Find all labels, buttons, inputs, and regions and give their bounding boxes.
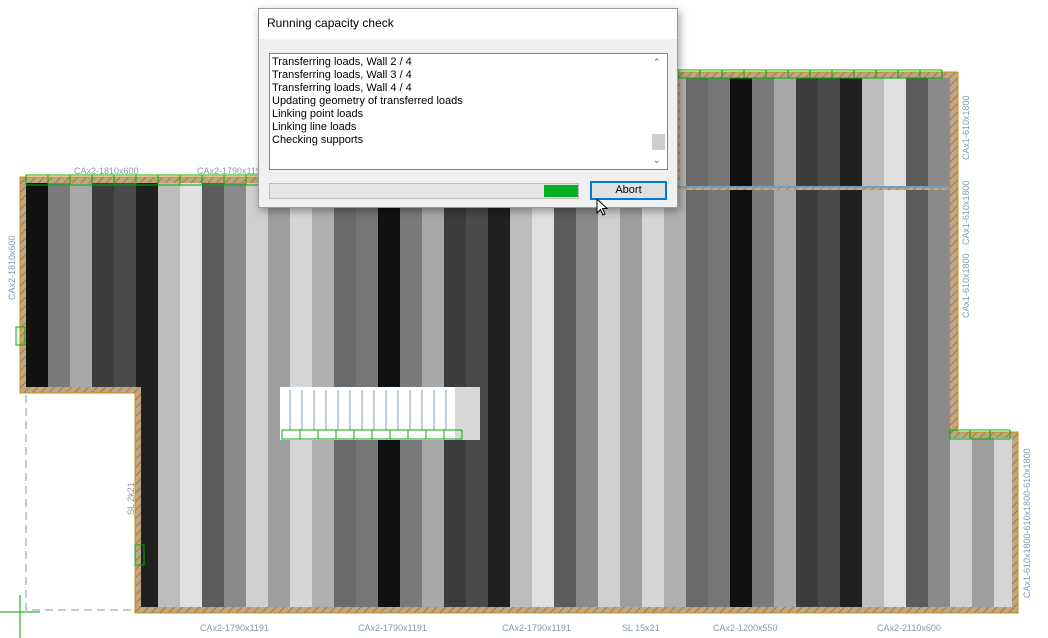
slab-stripe bbox=[92, 78, 114, 607]
stair-opening bbox=[280, 387, 455, 440]
right-label: CAx1-610x1800-610x1800-610x1800 bbox=[1022, 448, 1032, 598]
slab-stripe bbox=[334, 78, 356, 607]
slab-stripe bbox=[158, 78, 180, 607]
bottom-label: CAx2-1790x1191 bbox=[358, 623, 427, 633]
top-label: CAx2-1810x600 bbox=[74, 166, 139, 176]
slab-stripe bbox=[26, 78, 48, 607]
stair-treads bbox=[289, 390, 447, 430]
bottom-label: CAx2-1790x1191 bbox=[200, 623, 269, 633]
slab-stripe bbox=[532, 78, 554, 607]
progress-bar bbox=[269, 183, 579, 199]
beam-marker bbox=[919, 69, 943, 79]
slab-stripe bbox=[884, 78, 906, 607]
slab-stripe bbox=[268, 78, 290, 607]
vertical-scrollbar[interactable]: ⌃ ⌄ bbox=[650, 54, 667, 169]
slab-stripe bbox=[664, 78, 686, 607]
log-line: Linking point loads bbox=[272, 108, 364, 120]
beam-marker bbox=[989, 429, 1011, 440]
log-line: Transferring loads, Wall 3 / 4 bbox=[272, 69, 412, 81]
slab-stripe bbox=[840, 78, 862, 607]
slab-stripe bbox=[796, 78, 818, 607]
right-label: CAx1-610x1800 bbox=[961, 180, 971, 245]
right-label: CAx1-610x1800 bbox=[961, 253, 971, 318]
bottom-label: CAx2-2110x600 bbox=[877, 623, 941, 633]
slab-stripe bbox=[246, 78, 268, 607]
progress-marquee-chunk bbox=[544, 185, 578, 197]
slab-stripe bbox=[928, 78, 950, 607]
slab-stripe bbox=[444, 78, 466, 607]
slab-stripe bbox=[202, 78, 224, 607]
slab-stripe bbox=[818, 78, 840, 607]
bottom-label: CAx2-1200x550 bbox=[713, 623, 778, 633]
slab-stripe bbox=[70, 78, 92, 607]
top-label: CAx2-1790x1191 bbox=[197, 166, 266, 176]
slab-stripe bbox=[510, 78, 532, 607]
left-label: CAx2-1810x600 bbox=[7, 235, 17, 300]
left-label: SL 2k21 bbox=[126, 482, 136, 515]
slab-stripe bbox=[554, 78, 576, 607]
slab-stripe bbox=[686, 78, 708, 607]
slab-stripe bbox=[620, 78, 642, 607]
slab-stripe bbox=[378, 78, 400, 607]
slab-stripe bbox=[488, 78, 510, 607]
slab-stripe bbox=[862, 78, 884, 607]
scroll-thumb[interactable] bbox=[652, 134, 665, 150]
capacity-check-dialog: Running capacity check Transferring load… bbox=[258, 8, 678, 208]
log-line: Transferring loads, Wall 4 / 4 bbox=[272, 82, 412, 94]
abort-button[interactable]: Abort bbox=[590, 181, 667, 200]
slab-stripe bbox=[400, 78, 422, 607]
slab-stripe bbox=[774, 78, 796, 607]
log-line: Transferring loads, Wall 2 / 4 bbox=[272, 56, 412, 68]
beam-marker bbox=[15, 326, 26, 346]
slab-stripe bbox=[356, 78, 378, 607]
slab-stripe bbox=[312, 78, 334, 607]
crosshair bbox=[0, 395, 135, 638]
slab-stripe bbox=[180, 78, 202, 607]
slab-stripe bbox=[730, 78, 752, 607]
beam-markers bbox=[15, 69, 1011, 566]
beam-marker bbox=[443, 429, 463, 440]
slab-stripe bbox=[642, 78, 664, 607]
scroll-up-icon[interactable]: ⌃ bbox=[653, 57, 661, 67]
slab-stripe bbox=[422, 78, 444, 607]
log-line: Linking line loads bbox=[272, 121, 357, 133]
slab-stripe bbox=[752, 78, 774, 607]
mouse-cursor-icon bbox=[596, 198, 609, 216]
slab-stripe bbox=[290, 78, 312, 607]
right-label: CAx1-610x1800 bbox=[961, 95, 971, 160]
log-line: Checking supports bbox=[272, 134, 364, 146]
slab-stripe bbox=[224, 78, 246, 607]
slab-stripe bbox=[972, 78, 994, 607]
dialog-title: Running capacity check bbox=[259, 9, 677, 39]
bottom-label: SL 15x21 bbox=[622, 623, 660, 633]
slab-stripe bbox=[466, 78, 488, 607]
beam-marker bbox=[134, 544, 145, 566]
slab-stripe bbox=[136, 78, 158, 607]
scroll-down-icon[interactable]: ⌄ bbox=[653, 155, 661, 165]
bottom-label: CAx2-1790x1191 bbox=[502, 623, 571, 633]
slab-stripe bbox=[906, 78, 928, 607]
slab-stripe bbox=[114, 78, 136, 607]
slab-stripe bbox=[708, 78, 730, 607]
slab-stripe bbox=[576, 78, 598, 607]
slab-stripe bbox=[48, 78, 70, 607]
log-line: Updating geometry of transferred loads bbox=[272, 95, 463, 107]
log-listbox[interactable]: Transferring loads, Wall 2 / 4 Transferr… bbox=[269, 53, 668, 170]
